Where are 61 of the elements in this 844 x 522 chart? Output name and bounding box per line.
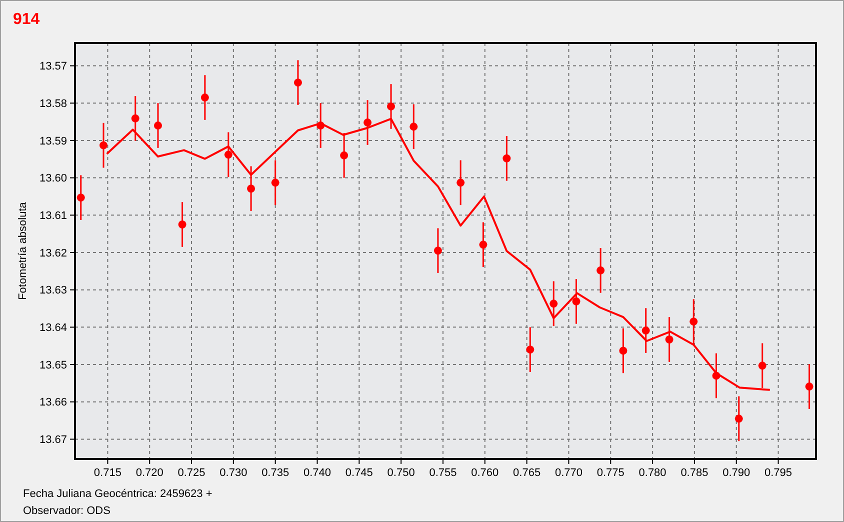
point [596,266,605,274]
y-tick-label: 13.60 [39,172,67,185]
y-tick-label: 13.67 [39,434,67,446]
point [690,318,698,326]
point [131,114,140,122]
y-tick-label: 13.57 [39,60,67,73]
x-tick-label: 0.785 [680,467,708,479]
point [550,300,558,308]
x-tick-label: 0.765 [513,467,541,479]
point [572,297,580,306]
point [526,346,534,354]
point [805,382,814,391]
point [758,362,766,370]
y-tick-label: 13.64 [39,322,67,334]
point [410,122,418,131]
chart-title: 914 [13,11,40,28]
x-tick-label: 0.730 [220,467,248,479]
x-tick-label: 0.745 [345,467,373,479]
x-tick-label: 0.750 [387,467,415,479]
y-tick-label: 13.59 [39,135,67,148]
x-tick-label: 0.755 [429,467,457,479]
x-tick-label: 0.760 [471,467,499,479]
y-tick-label: 13.58 [39,98,67,110]
point [154,122,162,130]
x-axis-title: Fecha Juliana Geocéntrica: 2459623 + [23,488,212,500]
x-tick-label: 0.715 [94,467,122,479]
point [734,414,743,423]
point [387,102,396,110]
y-tick-label: 13.65 [39,359,67,372]
y-axis-title: Fotometría absoluta [17,201,29,300]
point [619,346,628,355]
x-tick-label: 0.740 [303,467,332,479]
point [294,78,302,87]
point [642,326,650,335]
x-tick-label: 0.790 [722,467,750,479]
x-tick-label: 0.735 [262,467,290,479]
y-tick-label: 13.63 [39,284,67,297]
x-tick-label: 0.725 [178,467,206,479]
point [76,194,85,202]
x-tick-label: 0.720 [136,467,164,479]
point [364,118,372,127]
x-tick-label: 0.775 [596,467,624,479]
point [178,220,186,228]
point [665,336,674,344]
point [224,150,232,159]
point [434,246,442,255]
x-tick-label: 0.770 [554,467,582,479]
point [456,178,465,187]
y-tick-label: 13.61 [39,210,67,222]
point [200,94,209,102]
y-tick-label: 13.66 [39,396,67,409]
point [100,141,108,150]
point [247,184,256,193]
point [340,151,348,160]
point [271,178,280,187]
x-tick-label: 0.795 [764,467,792,479]
point [502,154,511,162]
point [479,240,488,249]
y-tick-label: 13.62 [39,247,67,260]
text: Observador: ODS [23,505,110,517]
x-tick-label: 0.780 [638,467,666,479]
